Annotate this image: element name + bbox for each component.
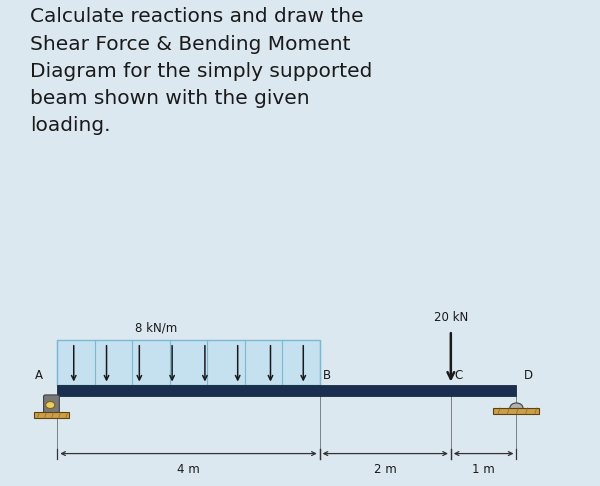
Text: 8 kN/m: 8 kN/m [134, 321, 177, 334]
Circle shape [510, 403, 523, 413]
FancyBboxPatch shape [44, 395, 59, 417]
Text: 4 m: 4 m [177, 463, 200, 476]
Bar [58, 340, 320, 385]
Bar [58, 385, 517, 397]
Text: C: C [454, 369, 463, 382]
Text: A: A [35, 369, 43, 382]
Bar [34, 413, 69, 418]
Text: 1 m: 1 m [472, 463, 495, 476]
Text: 2 m: 2 m [374, 463, 397, 476]
Text: B: B [323, 369, 331, 382]
Text: D: D [524, 369, 533, 382]
Text: 20 kN: 20 kN [434, 311, 468, 324]
Text: Calculate reactions and draw the
Shear Force & Bending Moment
Diagram for the si: Calculate reactions and draw the Shear F… [30, 7, 373, 135]
Bar [493, 408, 539, 414]
Circle shape [46, 401, 55, 409]
